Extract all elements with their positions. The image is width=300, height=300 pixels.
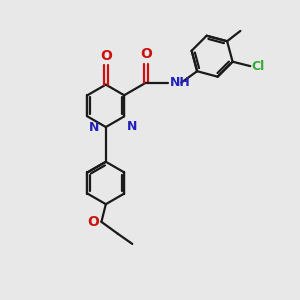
Text: N: N bbox=[89, 121, 99, 134]
Text: O: O bbox=[100, 49, 112, 62]
Text: N: N bbox=[127, 120, 137, 133]
Text: NH: NH bbox=[170, 76, 190, 88]
Text: O: O bbox=[88, 215, 99, 230]
Text: Cl: Cl bbox=[252, 60, 265, 73]
Text: O: O bbox=[140, 46, 152, 61]
